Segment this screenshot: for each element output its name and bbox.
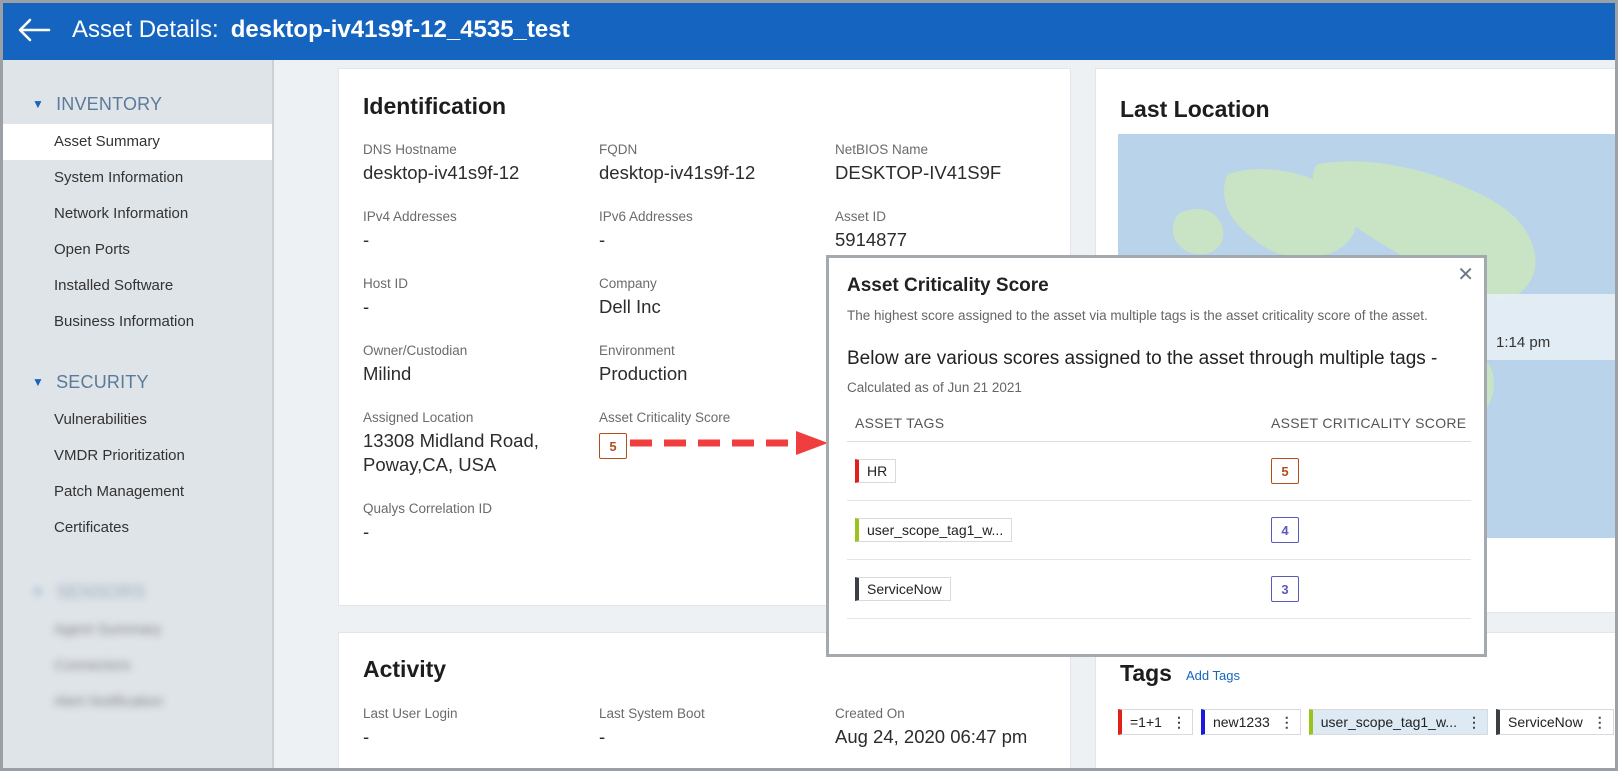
sidebar-section-label: SENSORS	[56, 581, 146, 602]
card-title: Tags	[1120, 660, 1172, 686]
card-title: Identification	[363, 93, 507, 119]
sidebar-item-open-ports[interactable]: Open Ports	[54, 241, 130, 258]
triangle-down-icon: ▼	[32, 97, 45, 111]
table-row: HR 5	[847, 442, 1471, 501]
column-header-tags: ASSET TAGS	[855, 414, 945, 431]
assigned-location-field: Assigned Location 13308 Midland Road, Po…	[363, 410, 539, 475]
activity-card: Activity Last User Login - Last System B…	[338, 632, 1071, 771]
tag-chip[interactable]: ServiceNow	[855, 577, 951, 601]
sidebar-blurred-section: ▼ SENSORS Agent Summary Connectors Alert…	[0, 572, 272, 720]
popup-calculated-date: Calculated as of Jun 21 2021	[847, 380, 1022, 395]
more-vertical-icon[interactable]: ⋮	[1592, 713, 1607, 730]
sidebar-section-inventory[interactable]: ▼ INVENTORY	[0, 84, 272, 124]
triangle-down-icon: ▼	[32, 375, 45, 389]
ipv4-field: IPv4 Addresses -	[363, 209, 457, 250]
popup-title: Asset Criticality Score	[847, 275, 1049, 296]
tag-chip[interactable]: user_scope_tag1_w...	[855, 518, 1013, 542]
sidebar-section-security[interactable]: ▼ SECURITY	[0, 362, 272, 402]
table-row: ServiceNow 3	[847, 560, 1471, 619]
sidebar-item-certificates[interactable]: Certificates	[54, 519, 130, 536]
company-field: Company Dell Inc	[599, 276, 661, 317]
popup-description: Below are various scores assigned to the…	[847, 348, 1438, 369]
table-row: user_scope_tag1_w... 4	[847, 501, 1471, 560]
created-on-field: Created On Aug 24, 2020 06:47 pm	[835, 706, 1028, 747]
sidebar-item-system-information[interactable]: System Information	[54, 169, 184, 186]
triangle-down-icon: ▼	[32, 585, 45, 599]
sidebar-item-business-information[interactable]: Business Information	[54, 313, 195, 330]
more-vertical-icon[interactable]: ⋮	[1279, 713, 1294, 730]
sidebar-item-blurred: Connectors	[54, 657, 131, 674]
last-system-boot-field: Last System Boot -	[599, 706, 705, 747]
owner-field: Owner/Custodian Milind	[363, 343, 468, 384]
more-vertical-icon[interactable]: ⋮	[1466, 713, 1481, 730]
last-user-login-field: Last User Login -	[363, 706, 458, 747]
score-badge: 5	[1271, 458, 1299, 484]
score-badge: 4	[1271, 517, 1299, 543]
sidebar-item-blurred: Alert Notification	[54, 693, 164, 710]
page-title-label: Asset Details:	[72, 16, 219, 43]
card-title: Activity	[363, 656, 447, 682]
sidebar-item-asset-summary[interactable]: Asset Summary	[0, 124, 272, 160]
header-bar: Asset Details: desktop-iv41s9f-12_4535_t…	[0, 0, 1618, 60]
qualys-correlation-field: Qualys Correlation ID -	[363, 501, 493, 542]
card-title: Last Location	[1120, 96, 1270, 122]
sidebar-item-vulnerabilities[interactable]: Vulnerabilities	[54, 411, 147, 428]
netbios-field: NetBIOS Name DESKTOP-IV41S9F	[835, 142, 1002, 183]
tag-chip[interactable]: =1+1 ⋮	[1118, 709, 1193, 735]
close-icon[interactable]: ✕	[1457, 264, 1474, 286]
table-header: ASSET TAGS ASSET CRITICALITY SCORE	[847, 404, 1471, 442]
arrow-left-icon[interactable]	[14, 10, 54, 50]
criticality-score-badge[interactable]: 5	[599, 433, 627, 459]
tag-chip[interactable]: user_scope_tag1_w... ⋮	[1308, 709, 1488, 735]
score-badge: 3	[1271, 576, 1299, 602]
sidebar-item-installed-software[interactable]: Installed Software	[54, 277, 174, 294]
add-tags-link[interactable]: Add Tags	[1186, 668, 1240, 683]
dashed-arrow-icon	[630, 431, 828, 455]
environment-field: Environment Production	[599, 343, 688, 384]
host-id-field: Host ID -	[363, 276, 409, 317]
ipv6-field: IPv6 Addresses -	[599, 209, 693, 250]
asset-criticality-popup: ✕ Asset Criticality Score The highest sc…	[826, 255, 1487, 657]
sidebar-item-blurred: Agent Summary	[54, 621, 162, 638]
sidebar-section-label: SECURITY	[56, 371, 149, 392]
sidebar-section-sensors: ▼ SENSORS	[0, 572, 272, 612]
sidebar-section-label: INVENTORY	[56, 93, 163, 114]
tag-chip[interactable]: new1233 ⋮	[1200, 709, 1301, 735]
asset-criticality-field: Asset Criticality Score 5	[599, 410, 730, 459]
sidebar-item-network-information[interactable]: Network Information	[54, 205, 189, 222]
more-vertical-icon[interactable]: ⋮	[1171, 713, 1186, 730]
sidebar: ▼ INVENTORY Asset Summary System Informa…	[0, 60, 274, 771]
sidebar-item-patch-management[interactable]: Patch Management	[54, 483, 185, 500]
column-header-score: ASSET CRITICALITY SCORE	[1271, 414, 1467, 431]
popup-subtitle: The highest score assigned to the asset …	[847, 308, 1428, 323]
page-title: desktop-iv41s9f-12_4535_test	[230, 16, 570, 43]
tag-chip[interactable]: HR	[855, 459, 897, 483]
sidebar-item-vmdr-prioritization[interactable]: VMDR Prioritization	[54, 447, 185, 464]
tag-list: =1+1 ⋮ new1233 ⋮ user_scope_tag1_w... ⋮ …	[1118, 709, 1614, 735]
criticality-table: ASSET TAGS ASSET CRITICALITY SCORE HR 5 …	[847, 404, 1471, 619]
location-timestamp: 1:14 pm	[1496, 334, 1551, 351]
tag-chip[interactable]: ServiceNow ⋮	[1495, 709, 1614, 735]
fqdn-field: FQDN desktop-iv41s9f-12	[599, 142, 756, 183]
dns-hostname-field: DNS Hostname desktop-iv41s9f-12	[363, 142, 520, 183]
asset-id-field: Asset ID 5914877	[835, 209, 908, 250]
